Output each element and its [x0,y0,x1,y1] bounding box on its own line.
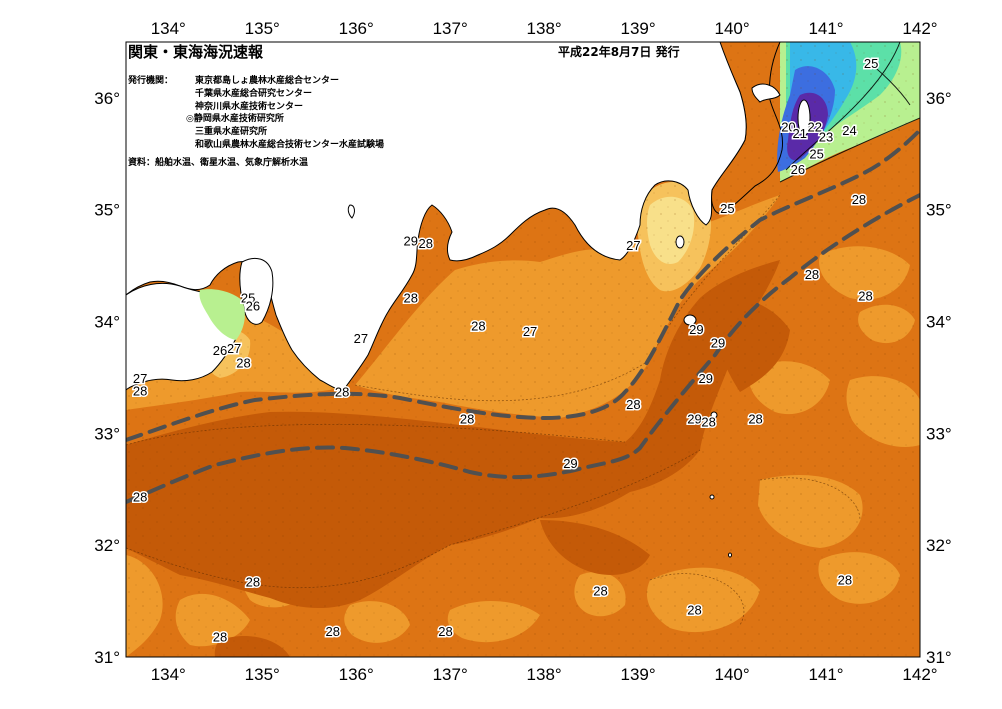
isotherm-lines [126,194,861,626]
axis-tick-label: 31° [926,648,952,667]
axis-tick-label: 32° [94,536,120,555]
axis-tick-label: 136° [339,665,374,684]
axis-tick-label: 36° [94,89,120,108]
axis-tick-label: 138° [527,665,562,684]
issuer-label: 発行機関： [127,74,173,86]
contour-label: 29 [687,411,701,426]
issuer-org: 神奈川県水産技術センター [195,100,303,112]
contour-label: 27 [133,371,147,386]
axis-tick-label: 33° [94,424,120,443]
sea-zone-24-kii [199,289,245,340]
issue-date: 平成22年8月7日 発行 [558,44,680,59]
axis-tick-label: 137° [433,665,468,684]
contour-label: 27 [626,238,640,253]
contour-label: 29 [689,322,703,337]
contour-label: 26 [213,343,227,358]
axis-tick-label: 34° [94,313,120,332]
axis-tick-label: 140° [714,19,749,38]
contour-label: 27 [523,324,537,339]
contour-label: 24 [842,123,856,138]
contour-label: 28 [213,629,227,644]
contour-label: 28 [403,291,417,306]
axis-tick-label: 135° [245,665,280,684]
lon-ticks-top: 134° 135° 136° 137° 138° 139° 140° 141° 142° [151,19,938,38]
contour-label: 28 [471,319,485,334]
issuer-org: 和歌山県農林水産総合技術センター水産試験場 [194,138,384,150]
contour-label: 29 [563,456,577,471]
axis-tick-label: 140° [714,665,749,684]
contour-label: 27 [354,331,368,346]
axis-tick-label: 142° [902,19,937,38]
issuer-org: 東京都島しょ農林水産総合センター [195,74,339,86]
contour-label: 28 [626,397,640,412]
axis-tick-label: 35° [926,201,952,220]
contour-label: 26 [246,298,260,313]
axis-tick-label: 36° [926,89,952,108]
axis-tick-label: 134° [151,19,186,38]
issuer-block: 発行機関： 東京都島しょ農林水産総合センター 千葉県水産総合研究センター 神奈川… [127,74,384,168]
contour-label: 29 [699,371,713,386]
contour-label: 26 [791,162,805,177]
axis-tick-label: 142° [902,665,937,684]
contour-label: 28 [687,603,701,618]
contour-label: 28 [748,411,762,426]
kuroshio-axis [126,128,920,504]
contour-label: 21 [792,126,806,141]
axis-tick-label: 135° [245,19,280,38]
contour-label: 23 [819,130,833,145]
contour-label: 22 [808,120,822,135]
axis-tick-label: 32° [926,536,952,555]
contour-label: 27 [227,341,241,356]
contour-label: 28 [419,236,433,251]
contour-label: 29 [711,335,725,350]
contour-label: 25 [720,201,734,216]
contour-label: 28 [246,575,260,590]
axis-tick-label: 139° [621,665,656,684]
lat-ticks-left: 36° 35° 34° 33° 32° 31° [94,89,120,667]
axis-tick-label: 134° [151,665,186,684]
axis-tick-label: 141° [808,665,843,684]
axis-tick-label: 35° [94,201,120,220]
contour-label: 28 [133,490,147,505]
map-frame [125,41,921,658]
contour-label: 29 [403,234,417,249]
contour-label: 28 [460,411,474,426]
map-title: 関東・東海海況速報 [128,43,264,61]
contour-label: 28 [593,584,607,599]
axis-tick-label: 137° [433,19,468,38]
contour-label: 28 [335,385,349,400]
contour-label: 28 [805,267,819,282]
contour-label: 25 [864,56,878,71]
axis-tick-label: 33° [926,424,952,443]
contour-label: 28 [325,624,339,639]
contour-label: 28 [236,355,250,370]
contour-label: 28 [838,572,852,587]
contour-label: 28 [133,383,147,398]
issuer-org: 千葉県水産総合研究センター [195,87,312,99]
axis-tick-label: 34° [926,313,952,332]
axis-tick-label: 139° [621,19,656,38]
contour-label: 28 [852,192,866,207]
contour-label: 20 [781,120,795,135]
lat-ticks-right: 36° 35° 34° 33° 32° 31° [926,89,952,667]
lon-ticks-bottom: 134° 135° 136° 137° 138° 139° 140° 141° 142° [151,665,938,684]
axis-tick-label: 138° [527,19,562,38]
contour-label: 28 [858,288,872,303]
contour-label: 25 [241,291,255,306]
axis-tick-label: 141° [808,19,843,38]
contour-label: 28 [438,624,452,639]
issuer-org: 三重県水産研究所 [195,125,267,137]
contour-label: 28 [701,415,715,430]
contour-label: 25 [809,146,823,161]
issuer-org: ◎静岡県水産技術研究所 [186,112,284,124]
axis-tick-label: 31° [94,648,120,667]
title-block: 関東・東海海況速報 平成22年8月7日 発行 [128,43,680,61]
axis-tick-label: 136° [339,19,374,38]
data-source: 資料：船舶水温、衛星水温、気象庁解析水温 [128,156,308,168]
